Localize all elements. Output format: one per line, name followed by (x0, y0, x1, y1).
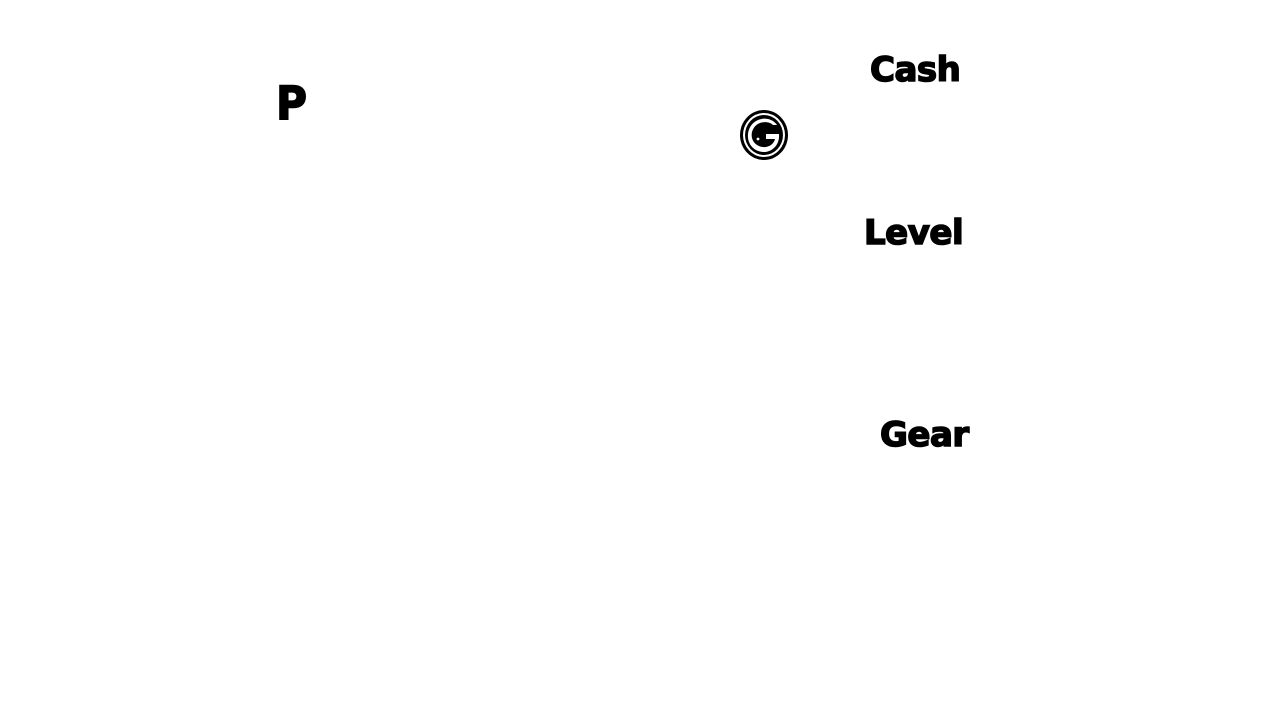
coin-icon (740, 110, 788, 160)
gear-label: Gear (879, 415, 970, 455)
cash-label: Cash (869, 50, 961, 90)
level-label: Level (863, 213, 964, 253)
coin-button[interactable] (738, 108, 790, 162)
player-marker: P (275, 76, 307, 130)
